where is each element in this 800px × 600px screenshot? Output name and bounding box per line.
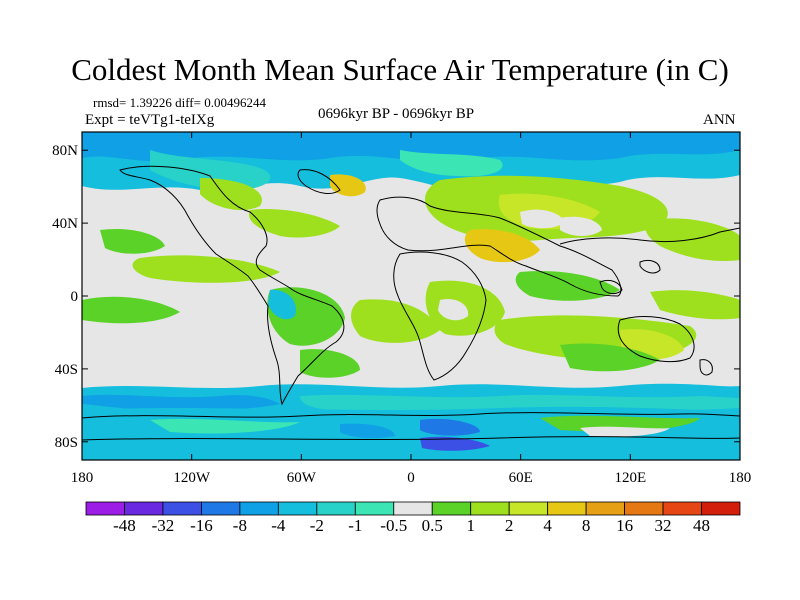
colorbar-swatch [316,501,356,516]
rmsd-diff-text: rmsd= 1.39226 diff= 0.00496244 [93,95,266,110]
y-tick-label: 0 [71,289,79,305]
colorbar-swatch [701,501,741,516]
colorbar-label: 2 [504,516,514,535]
x-tick-label: 120W [173,470,211,486]
colorbar-label: -0.5 [380,516,408,535]
colorbar-label: 4 [543,516,552,535]
period-label: 0696kyr BP - 0696kyr BP [318,106,475,122]
y-axis: 80N 40N 0 40S 80S [52,143,740,451]
colorbar-label: -8 [232,516,247,535]
experiment-label: Expt = teVTg1-teIXg [85,112,215,128]
colorbar-label: -48 [113,516,136,535]
colorbar-label: 1 [466,516,475,535]
colorbar-swatch [431,501,472,516]
x-tick-label: 60W [287,470,317,486]
colorbar-swatch [662,501,702,516]
x-tick-label: 120E [614,470,646,486]
colorbar-swatch [508,501,549,516]
x-axis: 180 120W 60W 0 60E 120E 180 [71,132,752,486]
colorbar-swatch [547,501,587,516]
x-tick-label: 60E [509,470,533,486]
colorbar-label: 48 [693,516,711,535]
colorbar-swatch [624,501,664,516]
colorbar-label: -16 [190,516,213,535]
colorbar-label: 0.5 [421,516,443,535]
colorbar-label: 8 [581,516,591,535]
colorbar-label: -32 [151,516,175,535]
colorbar-swatch [277,501,318,516]
y-tick-label: 80S [55,435,78,451]
x-tick-label: 180 [71,470,94,486]
colorbar-label: -4 [271,516,286,535]
colorbar-swatch [239,501,279,516]
colorbar-label: -2 [309,516,324,535]
y-tick-label: 40N [52,216,78,232]
colorbar-swatch [470,501,510,516]
y-tick-label: 80N [52,143,78,159]
colorbar-swatch [162,501,202,516]
y-tick-label: 40S [55,362,78,378]
temperature-field [82,132,740,460]
colorbar-swatch [585,501,625,516]
colorbar-swatch [124,501,164,516]
colorbar [85,501,741,516]
x-tick-label: 180 [729,470,752,486]
colorbar-label: 16 [616,516,634,535]
colorbar-label: 32 [654,516,672,535]
colorbar-label: -1 [348,516,363,535]
season-label: ANN [703,112,736,128]
coastlines [82,165,740,441]
colorbar-swatch [393,501,433,516]
x-tick-label: 0 [407,470,415,486]
map-title: Coldest Month Mean Surface Air Temperatu… [71,52,729,87]
colorbar-swatch [85,501,125,516]
colorbar-swatch [354,501,395,516]
colorbar-swatch [201,501,241,516]
